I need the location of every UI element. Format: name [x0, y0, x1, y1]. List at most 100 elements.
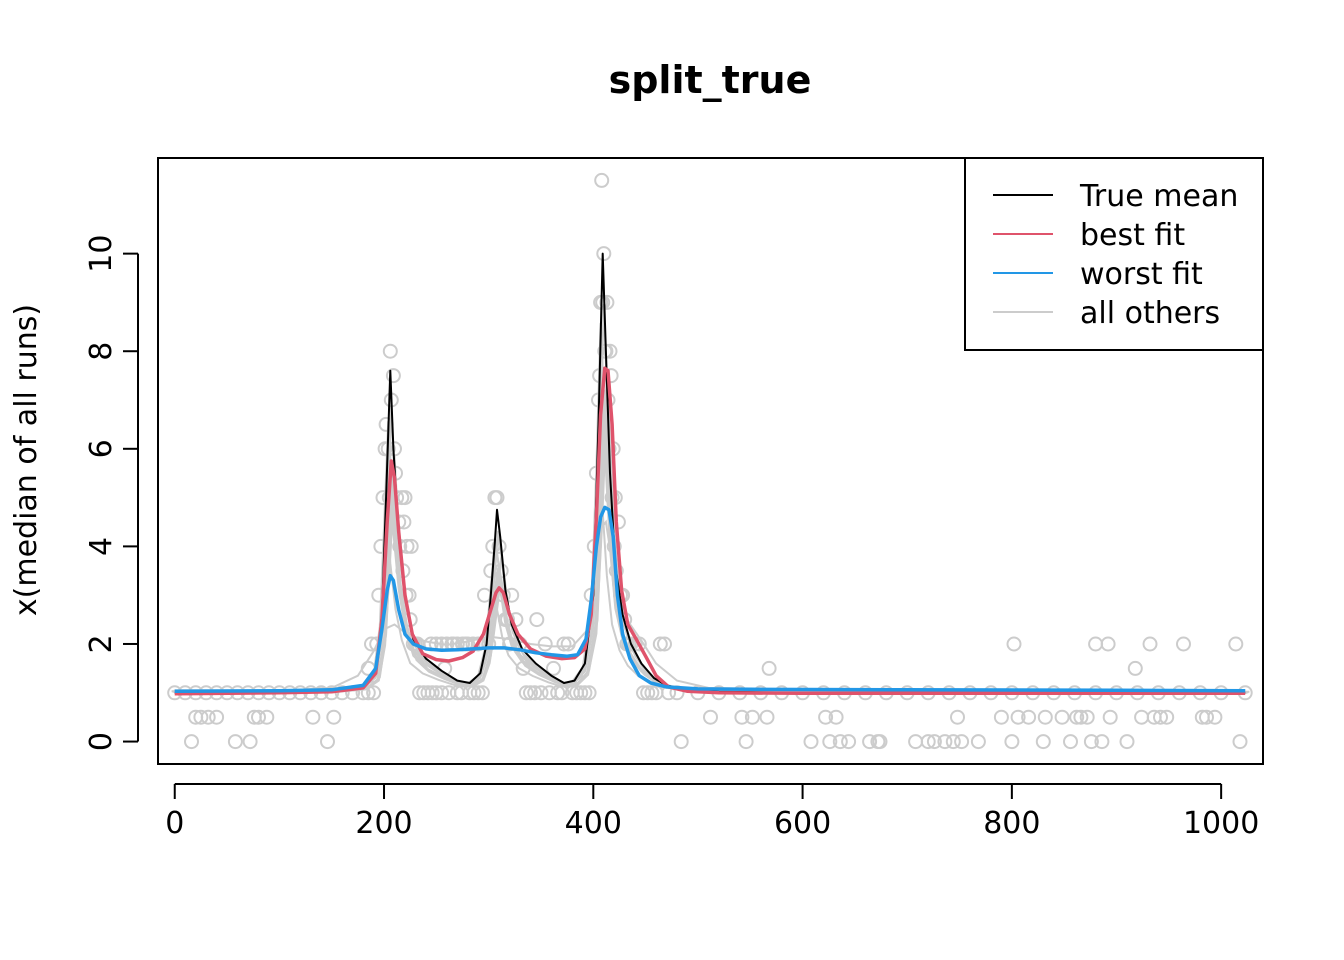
observation-point	[599, 294, 615, 310]
observation-point	[652, 636, 668, 652]
x-axis: 0 200 400 600 800 1000	[165, 783, 1259, 841]
observation-point	[1100, 636, 1116, 652]
observation-point	[1069, 709, 1085, 725]
y-tick-label: 2	[84, 634, 119, 653]
observation-point	[594, 172, 610, 188]
observation-point	[1228, 636, 1244, 652]
observation-point	[1073, 709, 1089, 725]
best-fit-line	[174, 366, 1246, 696]
observation-point	[1102, 709, 1118, 725]
observation-point	[970, 734, 986, 750]
observation-point	[744, 709, 760, 725]
observation-point	[550, 685, 566, 701]
worst-fit-line	[174, 505, 1246, 694]
observation-point	[424, 685, 440, 701]
x-tick-label: 200	[355, 806, 412, 841]
observation-point	[1134, 709, 1150, 725]
other-fit-line	[171, 460, 1243, 693]
observation-point	[385, 368, 401, 384]
observation-point	[1142, 636, 1158, 652]
y-tick-label: 0	[84, 732, 119, 751]
other-fit-line	[177, 428, 1249, 694]
observation-point	[184, 734, 199, 750]
legend-label: worst fit	[1080, 257, 1203, 292]
observation-point	[305, 709, 321, 725]
observation-point	[581, 685, 597, 701]
y-axis: 0 2 4 6 8 10	[84, 235, 139, 751]
observation-point	[1010, 709, 1026, 725]
observation-point	[644, 685, 660, 701]
legend: True mean best fit worst fit all others	[964, 157, 1264, 351]
legend-label: all others	[1080, 296, 1220, 331]
plot-frame	[157, 157, 1264, 765]
observation-point	[529, 612, 545, 628]
observation-point	[403, 538, 419, 554]
observation-point	[803, 734, 819, 750]
observation-point	[818, 709, 834, 725]
observation-point	[759, 709, 775, 725]
observation-point	[872, 734, 888, 750]
chart-title: split_true	[609, 58, 812, 102]
observation-point	[382, 343, 398, 359]
plot-area	[167, 172, 1253, 750]
observation-point	[227, 734, 243, 750]
observation-point	[326, 709, 342, 725]
observation-point	[1088, 636, 1104, 652]
y-tick-label: 4	[84, 537, 119, 556]
observation-point	[573, 685, 589, 701]
observation-point	[1207, 709, 1223, 725]
observation-point	[738, 734, 754, 750]
observation-point	[993, 709, 1009, 725]
observation-point	[489, 490, 505, 506]
observation-point	[734, 709, 750, 725]
x-tick-label: 600	[774, 806, 831, 841]
observation-point	[602, 343, 618, 359]
observation-point	[1035, 734, 1051, 750]
x-tick-label: 800	[983, 806, 1040, 841]
x-tick-label: 400	[565, 806, 622, 841]
observation-point	[1021, 709, 1037, 725]
observation-point	[1159, 709, 1175, 725]
observation-point	[434, 685, 450, 701]
observation-point	[640, 685, 656, 701]
observation-point	[259, 709, 275, 725]
other-fit-line	[174, 407, 1246, 692]
observation-point	[822, 734, 838, 750]
observation-point	[657, 636, 672, 652]
observation-point	[1083, 734, 1099, 750]
observation-point	[366, 685, 382, 701]
observation-point	[242, 734, 258, 750]
observation-point	[537, 636, 553, 652]
observation-point	[862, 734, 878, 750]
observation-point	[1006, 636, 1022, 652]
y-tick-label: 6	[84, 439, 119, 458]
y-axis-label: x(median of all runs)	[9, 304, 44, 616]
observation-point	[523, 685, 538, 701]
observation-point	[1079, 709, 1095, 725]
legend-label: True mean	[1079, 179, 1238, 214]
observation-point	[1054, 709, 1070, 725]
observation-point	[1094, 734, 1110, 750]
x-tick-label: 1000	[1183, 806, 1259, 841]
observation-point	[200, 709, 216, 725]
observation-point	[832, 734, 848, 750]
observation-point	[546, 660, 561, 676]
observation-point	[1127, 660, 1143, 676]
observation-point	[209, 709, 225, 725]
observation-point	[908, 734, 924, 750]
observation-point	[945, 734, 961, 750]
observation-point	[926, 734, 942, 750]
observation-point	[251, 709, 266, 725]
observation-point	[397, 490, 413, 506]
observation-point	[1176, 636, 1191, 652]
observation-point	[1153, 709, 1168, 725]
other-fit-line	[172, 322, 1244, 693]
observation-point	[761, 660, 777, 676]
observation-point	[1232, 734, 1248, 750]
other-fit-line	[175, 304, 1247, 694]
x-tick-label: 0	[165, 806, 184, 841]
observation-point	[533, 685, 549, 701]
observation-point	[470, 685, 486, 701]
observation-point	[841, 734, 857, 750]
observation-point	[954, 734, 970, 750]
